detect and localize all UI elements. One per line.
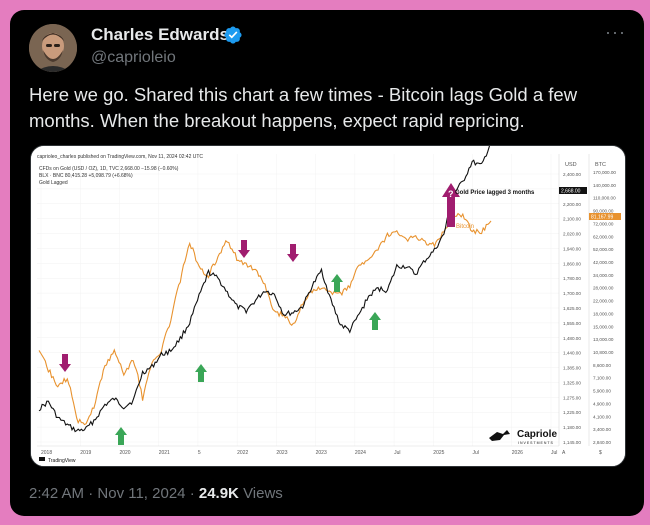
x-tick-label: 2020	[119, 450, 130, 456]
btc-tick-label: 34,000.00	[593, 273, 614, 278]
down-arrow-marker	[238, 240, 250, 258]
up-arrow-marker	[115, 427, 127, 445]
meta-separator: ·	[189, 485, 195, 502]
btc-tick-label: 2,840.00	[593, 440, 611, 445]
x-tick-label: 2021	[159, 450, 170, 456]
btc-tick-label: 7,100.00	[593, 376, 611, 381]
usd-tick-label: 1,145.00	[563, 440, 581, 445]
x-tick-label: Jul	[551, 450, 557, 456]
tweet-time[interactable]: 2:42 AM	[29, 485, 85, 502]
legend-lag: Gold Lagged	[39, 180, 68, 186]
btc-tick-label: 62,000.00	[593, 234, 614, 239]
usd-tick-label: 1,860.00	[563, 261, 581, 266]
gold-bitcoin-chart: caprioleo_charles published on TradingVi…	[31, 146, 625, 466]
usd-tick-label: 1,780.00	[563, 276, 581, 281]
usd-tick-label: 1,225.00	[563, 410, 581, 415]
chart-header: caprioleo_charles published on TradingVi…	[37, 154, 203, 160]
logo-text: Capriole	[517, 429, 557, 440]
views-count: 24.9K	[198, 485, 239, 502]
x-tick-label: 2024	[355, 450, 366, 456]
capriole-logo: Capriole INVESTMENTS	[489, 429, 557, 445]
question-mark-label: ?	[448, 189, 454, 199]
usd-tick-label: 1,940.00	[563, 246, 581, 251]
x-tick-label: Jul	[473, 450, 479, 456]
usd-tick-label: 1,625.00	[563, 306, 581, 311]
btc-axis-title: BTC	[595, 162, 606, 168]
author-avatar[interactable]	[29, 24, 77, 72]
bitcoin-series-line	[38, 212, 492, 426]
btc-tick-label: 22,000.00	[593, 299, 614, 304]
x-tick-label: 5	[198, 450, 201, 456]
meta-separator: ·	[88, 485, 94, 502]
usd-tick-label: 1,480.00	[563, 336, 581, 341]
usd-tick-label: 2,200.00	[563, 202, 581, 207]
bitcoin-annotation: Bitcoin	[456, 224, 474, 230]
x-axis-corner-a: A	[562, 450, 566, 456]
btc-tick-label: 8,600.00	[593, 363, 611, 368]
legend-gold: CFDs on Gold (USD / OZ), 1D, TVC 2,668.0…	[39, 166, 179, 172]
question-arrow-marker	[442, 183, 460, 227]
usd-tick-label: 1,325.00	[563, 380, 581, 385]
up-arrow-marker	[369, 312, 381, 330]
down-arrow-marker	[287, 244, 299, 262]
x-tick-label: 2022	[237, 450, 248, 456]
usd-tick-label: 1,700.00	[563, 291, 581, 296]
btc-tick-label: 13,000.00	[593, 337, 614, 342]
legend-btc: BLX · BNC 80,415.28 +5,098.79 (+6.68%)	[39, 173, 133, 179]
x-tick-label: 2023	[276, 450, 287, 456]
x-tick-label: 2025	[433, 450, 444, 456]
tradingview-label: TradingView	[48, 458, 76, 464]
usd-tick-label: 2,100.00	[563, 217, 581, 222]
btc-tick-label: 110,000.00	[593, 196, 616, 201]
x-tick-label: Jul	[394, 450, 400, 456]
logo-subtext: INVESTMENTS	[518, 441, 554, 445]
x-tick-label: 2026	[512, 450, 523, 456]
x-tick-label: 2019	[80, 450, 91, 456]
btc-tick-label: 28,000.00	[593, 286, 614, 291]
btc-tick-label: 5,900.00	[593, 389, 611, 394]
down-arrow-marker	[59, 354, 71, 372]
usd-tick-label: 1,180.00	[563, 425, 581, 430]
btc-tick-label: 15,000.00	[593, 324, 614, 329]
chart-image[interactable]: caprioleo_charles published on TradingVi…	[30, 145, 626, 467]
views-label: Views	[243, 485, 283, 502]
gold-annotation: Gold Price lagged 3 months	[455, 190, 535, 196]
usd-axis-title: USD	[565, 162, 577, 168]
btc-tick-label: 90,000.00	[593, 209, 614, 214]
usd-tick-label: 1,385.00	[563, 366, 581, 371]
gold-series-line	[38, 146, 491, 433]
tweet-card: Charles Edwards @caprioleio ··· Here we …	[10, 10, 644, 516]
btc-tick-label: 3,400.00	[593, 427, 611, 432]
btc-current-price: 81,167.99	[591, 215, 613, 221]
verified-badge-icon	[224, 26, 242, 44]
btc-tick-label: 170,000.00	[593, 170, 616, 175]
tweet-date[interactable]: Nov 11, 2024	[97, 485, 186, 502]
up-arrow-marker	[331, 274, 343, 292]
usd-tick-label: 1,555.00	[563, 321, 581, 326]
tradingview-logo: TradingView	[39, 457, 76, 464]
usd-tick-label: 1,275.00	[563, 395, 581, 400]
btc-tick-label: 72,000.00	[593, 221, 614, 226]
tweet-text: Here we go. Shared this chart a few time…	[29, 84, 578, 131]
btc-tick-label: 52,000.00	[593, 247, 614, 252]
btc-tick-label: 10,800.00	[593, 350, 614, 355]
btc-tick-label: 4,900.00	[593, 401, 611, 406]
usd-tick-label: 1,440.00	[563, 351, 581, 356]
usd-current-price: 2,668.00	[561, 189, 581, 195]
btc-tick-label: 4,100.00	[593, 414, 611, 419]
x-tick-label: 2018	[41, 450, 52, 456]
btc-tick-label: 42,000.00	[593, 260, 614, 265]
tweet-meta: 2:42 AM · Nov 11, 2024 · 24.9K Views	[29, 485, 283, 502]
author-name[interactable]: Charles Edwards	[91, 25, 229, 44]
up-arrow-marker	[195, 364, 207, 382]
x-tick-label: 2023	[316, 450, 327, 456]
usd-tick-label: 2,020.00	[563, 232, 581, 237]
author-handle[interactable]: @caprioleio	[91, 49, 176, 66]
btc-tick-label: 140,000.00	[593, 183, 616, 188]
usd-tick-label: 2,400.00	[563, 172, 581, 177]
x-axis-corner-b: $	[599, 450, 602, 456]
more-options-icon[interactable]: ···	[605, 22, 626, 42]
btc-tick-label: 18,000.00	[593, 311, 614, 316]
